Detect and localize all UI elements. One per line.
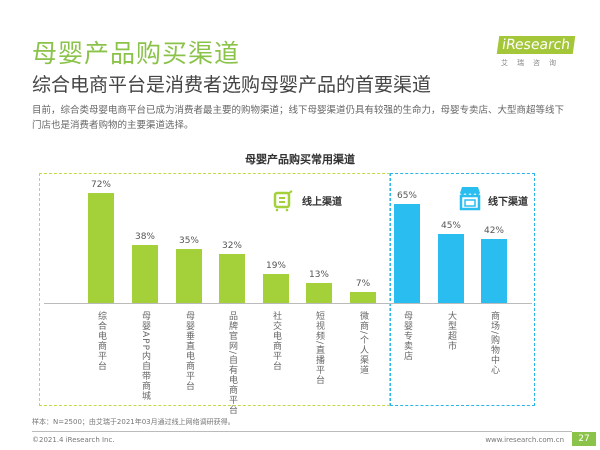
bar bbox=[394, 203, 420, 303]
bar bbox=[263, 273, 289, 303]
bar bbox=[350, 292, 376, 303]
data-label: 65% bbox=[396, 190, 417, 201]
bar bbox=[306, 283, 332, 303]
shopping-cart-icon bbox=[272, 190, 294, 216]
legend-online: 线上渠道 bbox=[302, 197, 342, 208]
logo-text: iResearch bbox=[496, 36, 576, 54]
category-label: 母婴专卖店 bbox=[402, 311, 412, 361]
page-number: 27 bbox=[572, 432, 596, 446]
sample-note: 样本：N=2500；由艾瑞于2021年03月通过线上网络调研获得。 bbox=[32, 418, 235, 426]
category-label: 母婴APP内自带商城 bbox=[140, 311, 150, 402]
bar bbox=[176, 249, 202, 303]
storefront-icon bbox=[458, 185, 482, 215]
online-group-box bbox=[39, 173, 390, 406]
data-label: 32% bbox=[221, 241, 242, 252]
data-label: 42% bbox=[483, 225, 504, 236]
bar bbox=[438, 234, 464, 303]
category-label: 大型超市 bbox=[446, 311, 456, 351]
category-label: 商场/购物中心 bbox=[489, 311, 499, 376]
bar bbox=[481, 238, 507, 303]
category-label: 社交电商平台 bbox=[271, 311, 281, 371]
category-label: 母婴垂直电商平台 bbox=[184, 311, 194, 391]
bar bbox=[132, 244, 158, 303]
footer-divider bbox=[32, 431, 572, 432]
page-subtitle: 综合电商平台是消费者选购母婴产品的首要渠道 bbox=[32, 74, 432, 96]
logo-cn: 艾瑞咨询 bbox=[501, 59, 565, 67]
category-label: 短视频/直播平台 bbox=[314, 311, 324, 386]
description: 目前，综合类母婴电商平台已成为消费者最主要的购物渠道；线下母婴渠道仍具有较强的生… bbox=[32, 105, 565, 131]
data-label: 72% bbox=[90, 179, 111, 190]
data-label: 19% bbox=[265, 260, 286, 271]
data-label: 7% bbox=[355, 279, 371, 290]
data-label: 38% bbox=[134, 231, 155, 242]
category-label: 综合电商平台 bbox=[96, 311, 106, 371]
bar bbox=[88, 192, 114, 303]
legend-offline: 线下渠道 bbox=[488, 197, 528, 208]
website: www.iresearch.com.cn bbox=[485, 436, 564, 444]
category-label: 品牌官网/自有电商平台 bbox=[227, 311, 237, 416]
data-label: 45% bbox=[440, 221, 461, 232]
data-label: 13% bbox=[308, 270, 329, 281]
chart-title: 母婴产品购买常用渠道 bbox=[245, 153, 355, 166]
offline-group-box bbox=[390, 173, 535, 406]
page-title: 母婴产品购买渠道 bbox=[32, 39, 241, 68]
iresearch-logo: iResearch 艾瑞咨询 bbox=[496, 34, 576, 68]
bar bbox=[219, 254, 245, 303]
copyright: ©2021.4 iResearch Inc. bbox=[32, 436, 115, 444]
x-axis-line bbox=[44, 303, 532, 304]
category-label: 微商/个人渠道 bbox=[358, 311, 368, 376]
data-label: 35% bbox=[178, 236, 199, 247]
